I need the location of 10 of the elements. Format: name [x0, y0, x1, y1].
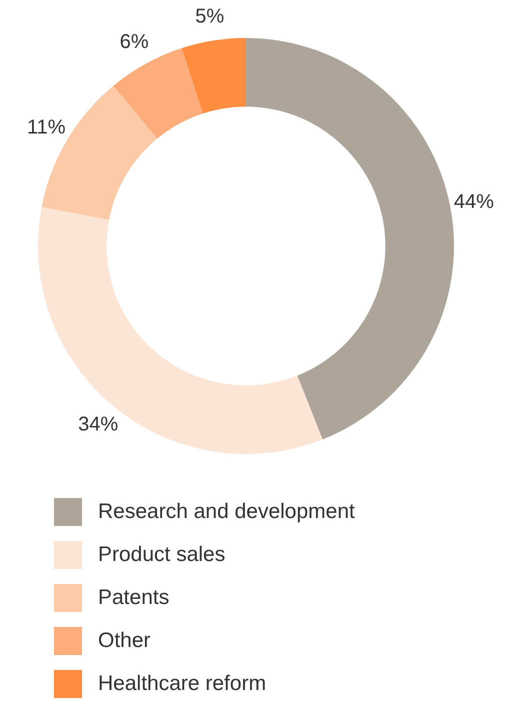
- legend-label: Research and development: [98, 500, 355, 524]
- legend-label: Other: [98, 628, 151, 652]
- data-label: 44%: [454, 191, 494, 214]
- data-label: 6%: [120, 31, 149, 54]
- legend-label: Healthcare reform: [98, 672, 266, 696]
- legend-label: Patents: [98, 586, 170, 610]
- data-label: 11%: [27, 116, 66, 138]
- data-label: 5%: [195, 5, 224, 28]
- legend-label: Product sales: [98, 542, 226, 566]
- data-label: 34%: [78, 413, 118, 436]
